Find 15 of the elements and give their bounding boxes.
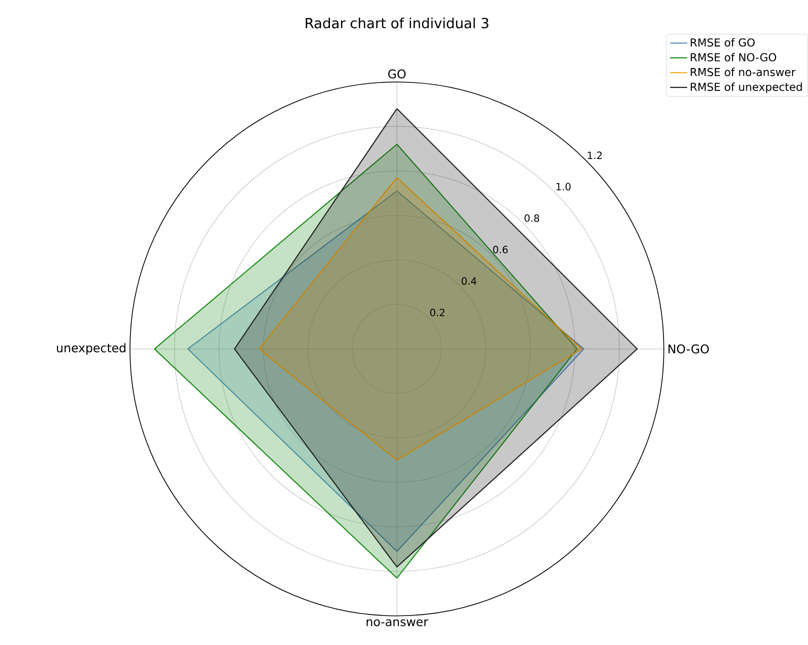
y-tick-label: 1.0	[556, 182, 571, 191]
y-tick-label: 0.8	[524, 214, 540, 222]
y-tick-label: 0.2	[430, 308, 444, 316]
legend-label: RMSE of unexpected	[690, 82, 802, 94]
y-tick-label: 1.2	[588, 152, 602, 160]
spoke-label: no-answer	[366, 619, 428, 626]
spoke-label: unexpected	[56, 343, 126, 355]
legend-label: RMSE of GO	[690, 38, 755, 47]
chart-title: Radar chart of individual 3	[306, 18, 488, 28]
y-tick-label: 0.4	[462, 277, 476, 285]
legend-label: RMSE of no-answer	[690, 68, 796, 76]
legend-label: RMSE of NO-GO	[690, 52, 776, 62]
spoke-label: GO	[388, 69, 406, 79]
spoke-label: NO-GO	[668, 344, 709, 354]
y-tick-label: 0.6	[493, 246, 508, 254]
